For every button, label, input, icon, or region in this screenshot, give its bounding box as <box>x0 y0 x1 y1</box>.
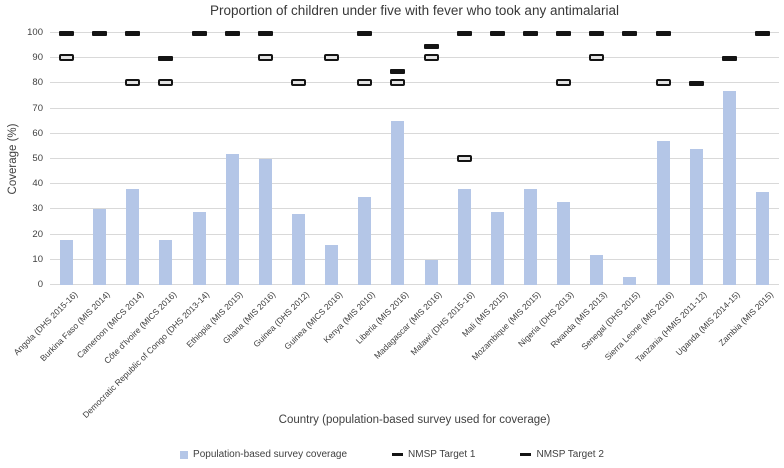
legend-dash-swatch-icon <box>520 452 532 457</box>
nmsp-target2-marker-c-te-d-ivoire-mics-2016 <box>158 79 174 87</box>
gridline-60 <box>50 132 779 134</box>
legend-label-nmsp-target-2: NMSP Target 2 <box>536 449 604 460</box>
bar-zambia-mis-2015 <box>755 191 769 285</box>
y-tick-label-70: 70 <box>32 102 43 114</box>
x-axis-labels: Angola (DHS 2015-16) Burkina Faso (MIS 20… <box>11 288 779 420</box>
bar-mozambique-mis-2015 <box>523 189 537 285</box>
nmsp-target1-marker-nigeria-dhs-2013 <box>556 31 572 36</box>
nmsp-target2-marker-angola-dhs-2015-16 <box>59 54 75 62</box>
gridline-90 <box>50 57 779 59</box>
bar-ghana-mis-2016 <box>258 159 272 285</box>
nmsp-target1-marker-sierra-leone-mis-2016 <box>655 31 671 36</box>
gridline-30 <box>50 208 779 210</box>
nmsp-target2-marker-guinea-mics-2016 <box>324 54 340 62</box>
gridline-50 <box>50 158 779 159</box>
y-tick-label-30: 30 <box>32 203 43 215</box>
bar-mali-mis-2015 <box>490 211 504 285</box>
nmsp-target1-marker-c-te-d-ivoire-mics-2016 <box>158 56 174 62</box>
nmsp-target1-marker-angola-dhs-2015-16 <box>59 31 75 36</box>
bar-rwanda-mis-2013 <box>590 254 604 285</box>
gridline-70 <box>50 107 779 109</box>
legend-dash-swatch-icon <box>392 452 404 457</box>
bar-ethiopia-mis-2015 <box>225 153 239 285</box>
nmsp-target1-marker-madagascar-mis-2016 <box>423 43 439 49</box>
bar-malawi-dhs-2015-16 <box>457 189 471 285</box>
gridline-10 <box>50 258 779 260</box>
bar-nigeria-dhs-2013 <box>557 201 571 285</box>
nmsp-target1-marker-ghana-mis-2016 <box>257 31 273 36</box>
nmsp-target1-marker-cameroon-mics-2014 <box>125 31 141 36</box>
legend-item-nmsp-target-1: NMSP Target 1 <box>392 449 475 460</box>
y-tick-label-50: 50 <box>32 153 43 164</box>
gridline-100 <box>50 32 779 33</box>
nmsp-target2-marker-guinea-dhs-2012 <box>291 79 307 87</box>
legend-item-population-based-survey-coverage: Population-based survey coverage <box>180 449 347 460</box>
nmsp-target1-marker-uganda-mis-2014-15 <box>721 56 737 62</box>
gridline-20 <box>50 233 779 235</box>
nmsp-target1-marker-burkina-faso-mis-2014 <box>92 31 108 36</box>
bar-burkina-faso-mis-2014 <box>93 209 107 285</box>
nmsp-target2-marker-rwanda-mis-2013 <box>589 54 605 62</box>
x-axis-title: Country (population-based survey used fo… <box>278 414 551 426</box>
nmsp-target2-marker-sierra-leone-mis-2016 <box>655 79 671 87</box>
gridline-40 <box>50 183 779 185</box>
x-label-democratic-republic-of-congo-dhs-2013-14: Democratic Republic of Congo (DHS 2013-1… <box>80 289 212 420</box>
bar-guinea-mics-2016 <box>325 244 339 285</box>
bar-democratic-republic-of-congo-dhs-2013-14 <box>192 211 206 285</box>
nmsp-target1-marker-rwanda-mis-2013 <box>589 31 605 36</box>
legend-label-population-based-survey-coverage: Population-based survey coverage <box>193 449 348 460</box>
y-tick-label-80: 80 <box>32 77 43 89</box>
y-tick-label-10: 10 <box>32 253 43 265</box>
nmsp-target1-marker-ethiopia-mis-2015 <box>224 31 240 36</box>
bar-sierra-leone-mis-2016 <box>656 141 670 285</box>
gridline-0 <box>50 284 779 285</box>
nmsp-target2-marker-malawi-dhs-2015-16 <box>456 155 472 162</box>
legend: Population-based survey coverage NMSP Tar… <box>0 449 784 460</box>
y-tick-label-40: 40 <box>32 178 43 190</box>
nmsp-target1-marker-kenya-mis-2010 <box>357 31 373 36</box>
y-tick-label-60: 60 <box>32 127 43 139</box>
y-tick-label-100: 100 <box>27 27 43 38</box>
bar-madagascar-mis-2016 <box>424 259 438 285</box>
y-tick-label-0: 0 <box>37 279 43 290</box>
nmsp-target2-marker-liberia-mis-2016 <box>390 79 406 87</box>
y-tick-label-90: 90 <box>32 52 43 64</box>
bar-tanzania-hmis-2011-12 <box>689 148 703 285</box>
nmsp-target1-marker-mali-mis-2015 <box>489 31 505 36</box>
nmsp-target2-marker-ghana-mis-2016 <box>257 54 273 62</box>
nmsp-target1-marker-tanzania-hmis-2011-12 <box>688 81 704 87</box>
legend-bar-swatch-icon <box>180 450 189 459</box>
bar-angola-dhs-2015-16 <box>60 239 74 285</box>
nmsp-target2-marker-cameroon-mics-2014 <box>125 79 141 87</box>
bar-c-te-d-ivoire-mics-2016 <box>159 239 173 285</box>
nmsp-target1-marker-mozambique-mis-2015 <box>522 31 538 36</box>
bar-kenya-mis-2010 <box>358 196 372 285</box>
nmsp-target1-marker-senegal-dhs-2015 <box>622 31 638 36</box>
x-label-senegal-dhs-2015: Senegal (DHS 2015) <box>579 289 643 352</box>
bar-liberia-mis-2016 <box>391 121 405 285</box>
y-axis-ticks: 0 10 20 30 40 50 60 70 80 90 100 <box>0 28 43 289</box>
chart-title: Proportion of children under five with f… <box>210 3 619 18</box>
nmsp-target2-marker-kenya-mis-2010 <box>357 79 373 87</box>
gridline-80 <box>50 82 779 84</box>
bar-senegal-dhs-2015 <box>623 277 637 285</box>
y-tick-label-20: 20 <box>32 228 43 240</box>
nmsp-target2-marker-nigeria-dhs-2013 <box>556 79 572 87</box>
plot-area <box>50 31 779 285</box>
bar-cameroon-mics-2014 <box>126 189 140 285</box>
nmsp-target2-marker-madagascar-mis-2016 <box>423 54 439 62</box>
legend-item-nmsp-target-2: NMSP Target 2 <box>520 449 604 460</box>
nmsp-target1-marker-liberia-mis-2016 <box>390 68 406 74</box>
nmsp-target1-marker-zambia-mis-2015 <box>754 31 770 36</box>
nmsp-target1-marker-democratic-republic-of-congo-dhs-2013-14 <box>191 31 207 36</box>
bar-guinea-dhs-2012 <box>292 214 306 285</box>
nmsp-target1-marker-malawi-dhs-2015-16 <box>456 31 472 36</box>
bar-uganda-mis-2014-15 <box>722 90 736 285</box>
x-label-guinea-mics-2016: Guinea (MICS 2016) <box>281 289 345 352</box>
legend-label-nmsp-target-1: NMSP Target 1 <box>408 449 476 460</box>
